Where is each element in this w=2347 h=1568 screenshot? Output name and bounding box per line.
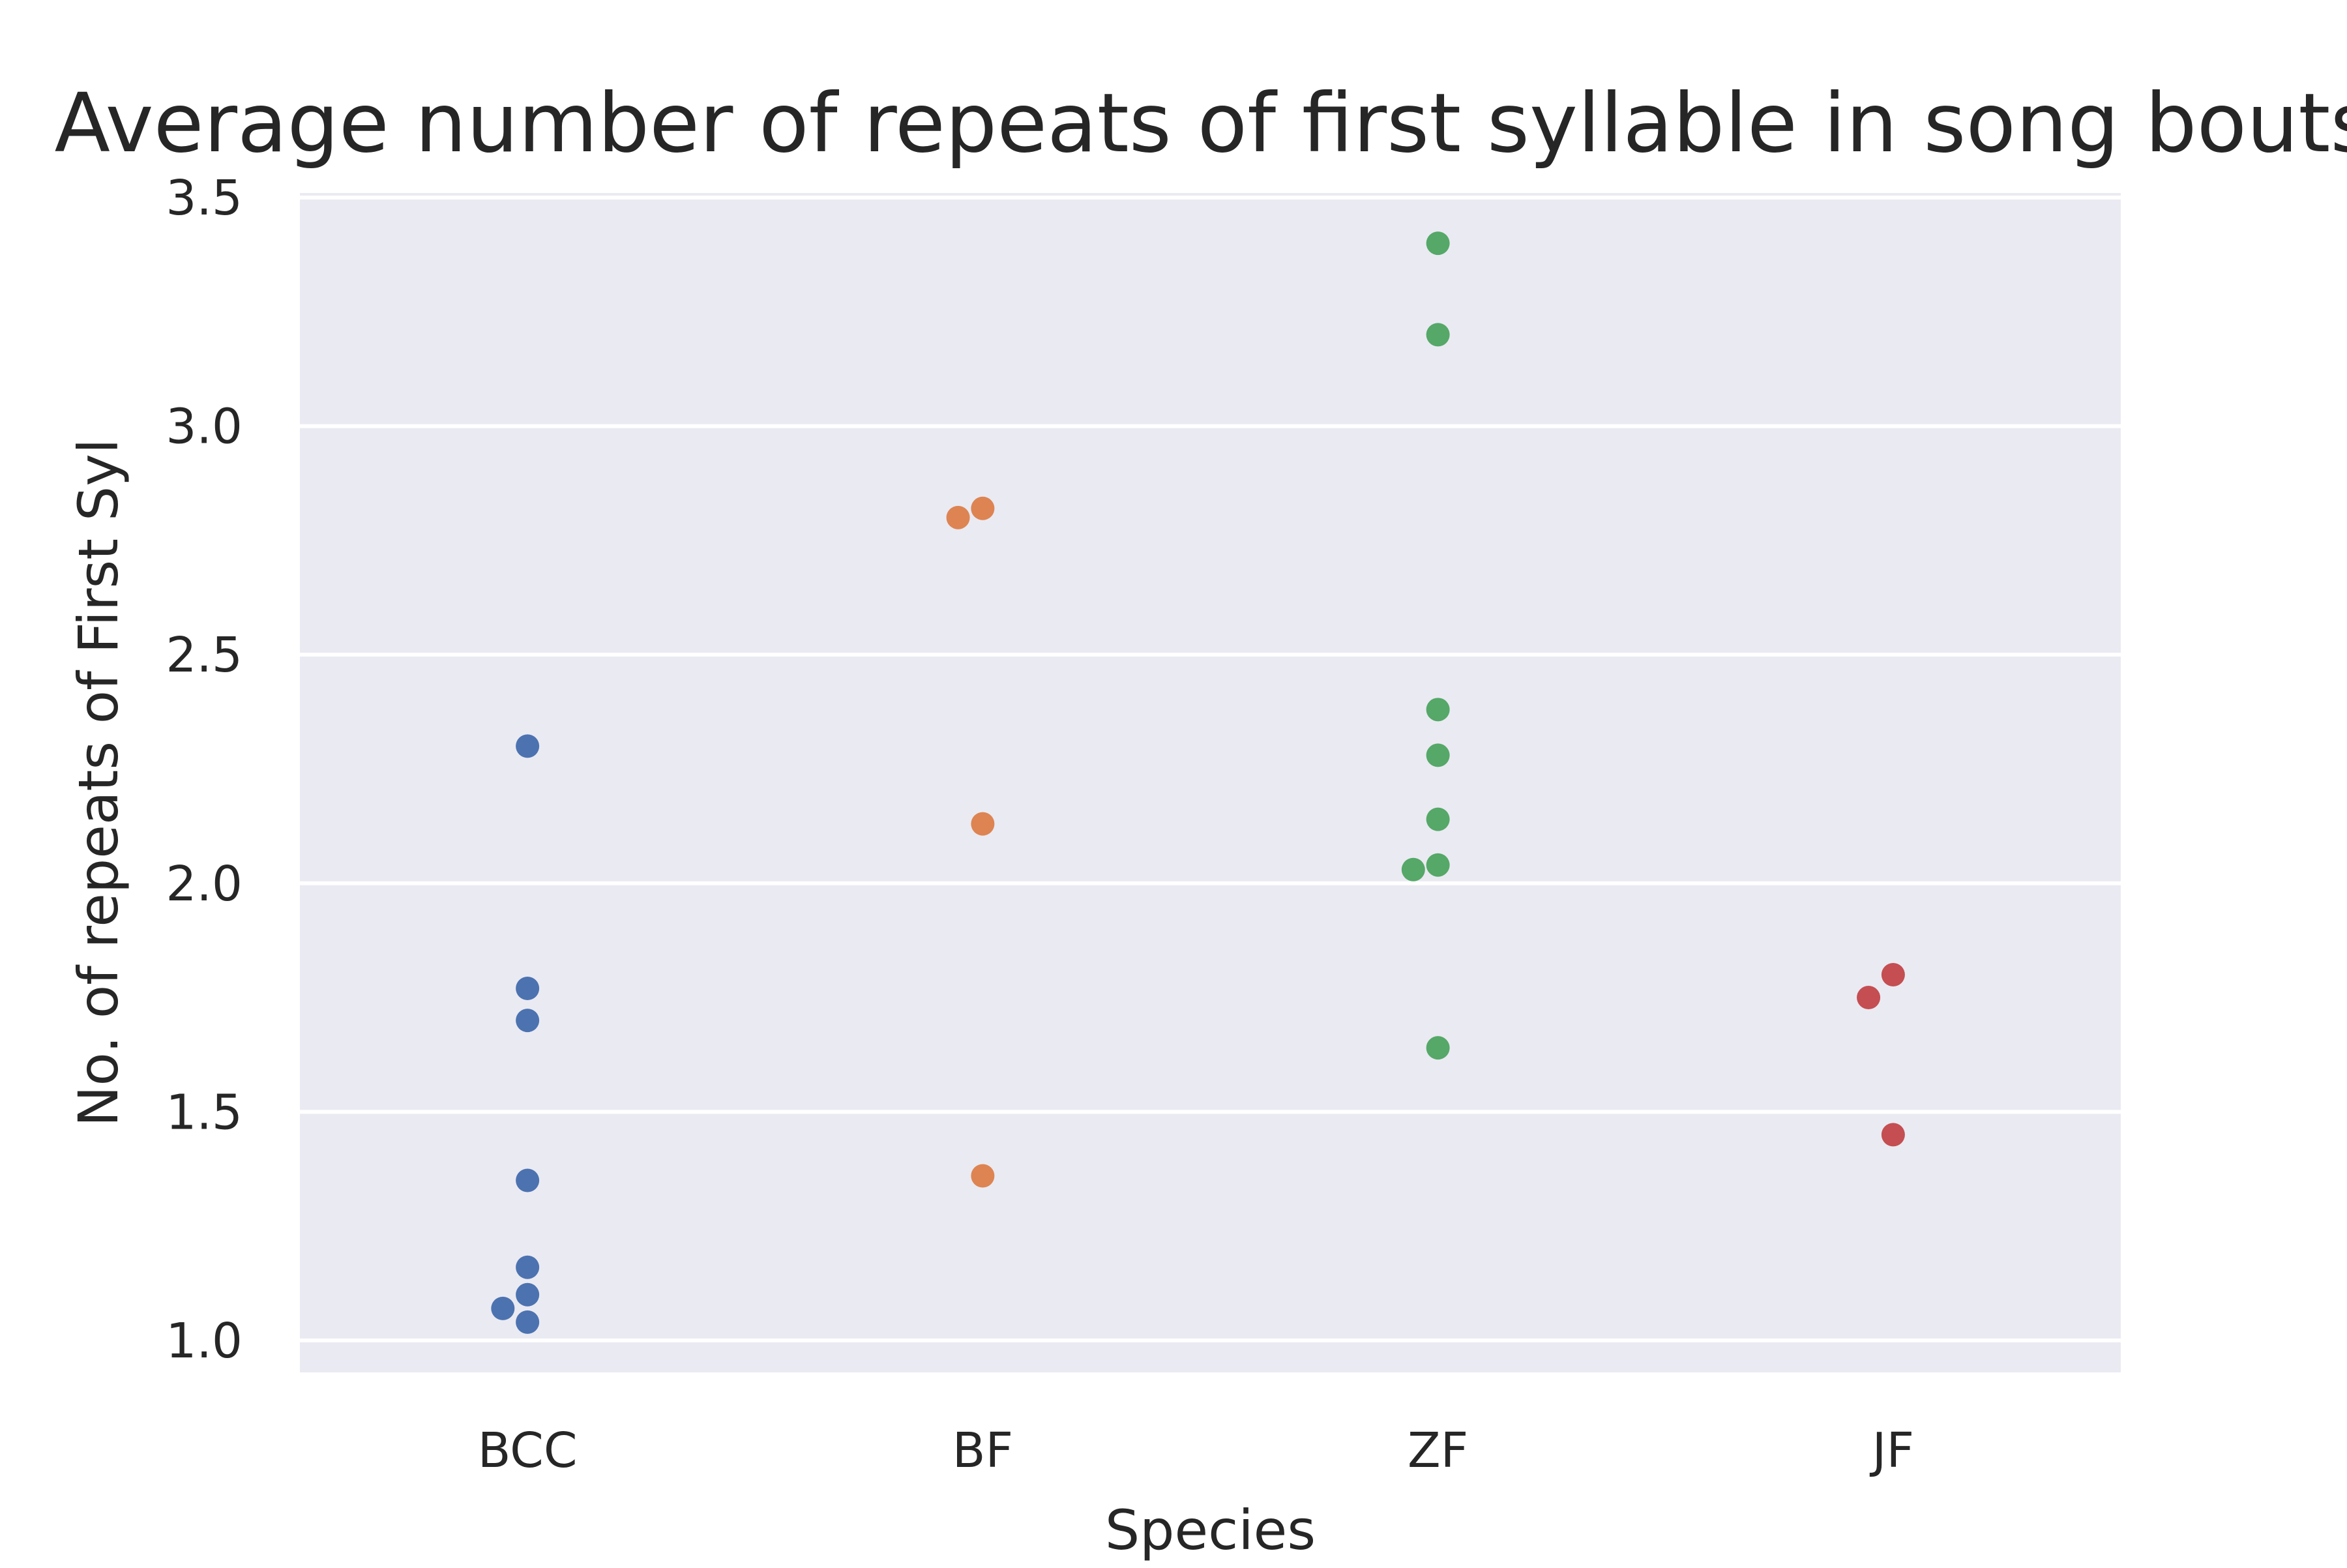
data-point-bcc xyxy=(516,977,540,1001)
x-tick-label: JF xyxy=(1870,1423,1914,1479)
data-point-bf xyxy=(971,496,995,520)
data-point-bcc xyxy=(516,1255,540,1279)
x-tick-label: BF xyxy=(952,1423,1013,1479)
data-point-zf xyxy=(1426,231,1450,256)
data-point-jf xyxy=(1881,1123,1905,1147)
y-tick-label: 2.5 xyxy=(166,627,243,683)
y-tick-label: 1.5 xyxy=(166,1084,243,1140)
data-point-zf xyxy=(1426,323,1450,347)
data-point-bcc xyxy=(516,1310,540,1334)
data-point-bf xyxy=(971,1164,995,1188)
data-point-bcc xyxy=(516,1168,540,1192)
y-tick-label: 3.5 xyxy=(166,170,243,226)
y-axis-label: No. of repeats of First Syl xyxy=(66,439,130,1127)
data-point-jf xyxy=(1881,962,1905,986)
data-point-jf xyxy=(1857,986,1881,1010)
x-tick-label: BCC xyxy=(478,1423,578,1479)
data-point-zf xyxy=(1401,857,1425,881)
y-tick-label: 2.0 xyxy=(166,856,243,912)
chart-title: Average number of repeats of first sylla… xyxy=(55,76,2347,171)
data-point-zf xyxy=(1426,807,1450,831)
data-point-bf xyxy=(971,812,995,836)
data-point-bcc xyxy=(516,1009,540,1033)
data-point-zf xyxy=(1426,1036,1450,1060)
grid-lines xyxy=(300,196,2121,1342)
plot-area xyxy=(300,193,2121,1372)
data-points xyxy=(491,231,1905,1334)
data-point-bcc xyxy=(491,1296,515,1320)
x-tick-labels: BCC BF ZF JF xyxy=(478,1423,1914,1479)
data-point-zf xyxy=(1426,698,1450,722)
x-tick-label: ZF xyxy=(1408,1423,1468,1479)
data-point-bf xyxy=(946,505,970,529)
y-tick-labels: 1.0 1.5 2.0 2.5 3.0 3.5 xyxy=(166,170,243,1369)
data-point-bcc xyxy=(516,734,540,758)
data-point-zf xyxy=(1426,743,1450,767)
data-point-zf xyxy=(1426,853,1450,877)
x-axis-label: Species xyxy=(1105,1498,1316,1562)
data-point-bcc xyxy=(516,1282,540,1307)
y-tick-label: 3.0 xyxy=(166,399,243,455)
y-tick-label: 1.0 xyxy=(166,1313,243,1369)
